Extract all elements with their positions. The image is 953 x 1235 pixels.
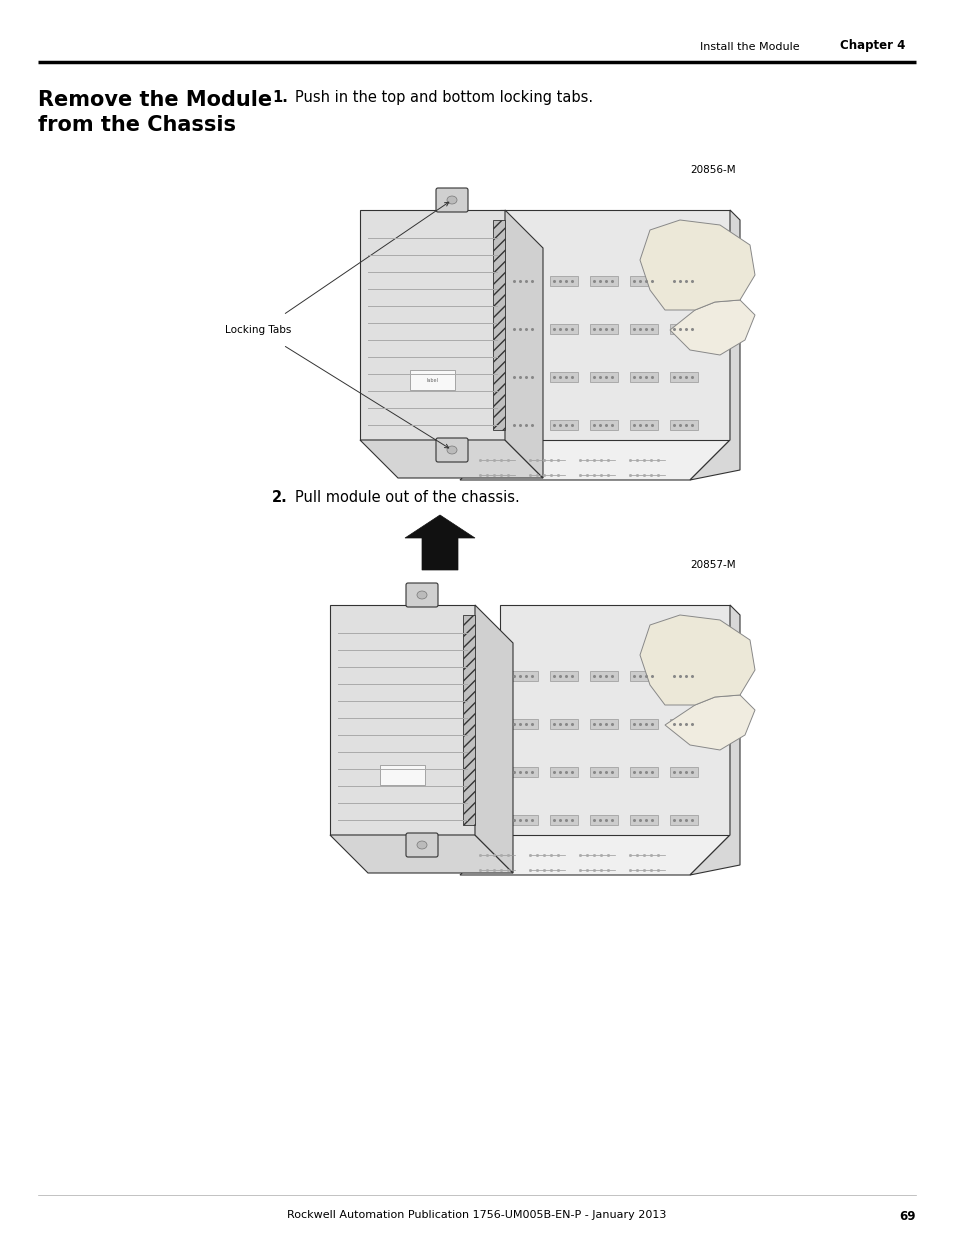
- Bar: [510, 767, 537, 777]
- Polygon shape: [639, 615, 754, 705]
- Text: Rockwell Automation Publication 1756-UM005B-EN-P - January 2013: Rockwell Automation Publication 1756-UM0…: [287, 1210, 666, 1220]
- Bar: [669, 324, 698, 333]
- Bar: [629, 420, 658, 430]
- Bar: [510, 324, 537, 333]
- Bar: [669, 815, 698, 825]
- Bar: [410, 370, 455, 390]
- Polygon shape: [689, 605, 740, 876]
- Polygon shape: [504, 210, 542, 478]
- Text: label: label: [426, 378, 437, 383]
- Bar: [550, 767, 578, 777]
- Polygon shape: [499, 605, 729, 835]
- Polygon shape: [459, 835, 729, 876]
- Bar: [550, 671, 578, 680]
- Text: 69: 69: [899, 1210, 915, 1223]
- Ellipse shape: [416, 592, 427, 599]
- Bar: [589, 767, 618, 777]
- Bar: [669, 671, 698, 680]
- Ellipse shape: [447, 446, 456, 454]
- Text: Install the Module: Install the Module: [700, 42, 799, 52]
- Bar: [669, 767, 698, 777]
- Polygon shape: [639, 220, 754, 310]
- Bar: [510, 719, 537, 729]
- Bar: [629, 767, 658, 777]
- Bar: [629, 671, 658, 680]
- Bar: [510, 372, 537, 382]
- Polygon shape: [330, 605, 475, 835]
- Bar: [550, 372, 578, 382]
- Polygon shape: [330, 835, 513, 873]
- Bar: [669, 719, 698, 729]
- Bar: [462, 615, 475, 825]
- Bar: [629, 372, 658, 382]
- Text: Remove the Module: Remove the Module: [38, 90, 272, 110]
- FancyBboxPatch shape: [406, 832, 437, 857]
- Bar: [589, 324, 618, 333]
- Text: Chapter 4: Chapter 4: [840, 40, 904, 52]
- Bar: [589, 275, 618, 287]
- Bar: [589, 815, 618, 825]
- FancyArrowPatch shape: [285, 203, 448, 314]
- Bar: [629, 719, 658, 729]
- Polygon shape: [359, 210, 504, 440]
- Bar: [510, 420, 537, 430]
- Bar: [510, 815, 537, 825]
- Text: 20856-M: 20856-M: [689, 165, 735, 175]
- Bar: [589, 372, 618, 382]
- Text: Push in the top and bottom locking tabs.: Push in the top and bottom locking tabs.: [294, 90, 593, 105]
- Polygon shape: [689, 210, 740, 480]
- Bar: [493, 220, 504, 430]
- Ellipse shape: [416, 841, 427, 848]
- Bar: [589, 719, 618, 729]
- Bar: [629, 275, 658, 287]
- Polygon shape: [669, 300, 754, 354]
- Bar: [550, 815, 578, 825]
- Bar: [510, 671, 537, 680]
- Bar: [379, 764, 424, 785]
- Bar: [550, 275, 578, 287]
- Bar: [550, 324, 578, 333]
- Polygon shape: [405, 515, 475, 571]
- Text: from the Chassis: from the Chassis: [38, 115, 235, 135]
- Ellipse shape: [447, 196, 456, 204]
- Polygon shape: [499, 210, 729, 440]
- Bar: [589, 671, 618, 680]
- Bar: [669, 372, 698, 382]
- FancyBboxPatch shape: [436, 438, 468, 462]
- Bar: [589, 420, 618, 430]
- Text: Pull module out of the chassis.: Pull module out of the chassis.: [294, 490, 519, 505]
- Polygon shape: [359, 440, 542, 478]
- FancyBboxPatch shape: [436, 188, 468, 212]
- Text: 2.: 2.: [272, 490, 288, 505]
- Bar: [629, 324, 658, 333]
- Bar: [669, 420, 698, 430]
- Polygon shape: [475, 605, 513, 873]
- Bar: [629, 815, 658, 825]
- Text: Locking Tabs: Locking Tabs: [225, 325, 291, 335]
- Bar: [669, 275, 698, 287]
- FancyArrowPatch shape: [285, 347, 448, 448]
- Text: 1.: 1.: [272, 90, 288, 105]
- Bar: [510, 275, 537, 287]
- Polygon shape: [459, 440, 729, 480]
- Bar: [550, 420, 578, 430]
- Polygon shape: [664, 695, 754, 750]
- FancyBboxPatch shape: [406, 583, 437, 606]
- Bar: [550, 719, 578, 729]
- Text: 20857-M: 20857-M: [689, 559, 735, 571]
